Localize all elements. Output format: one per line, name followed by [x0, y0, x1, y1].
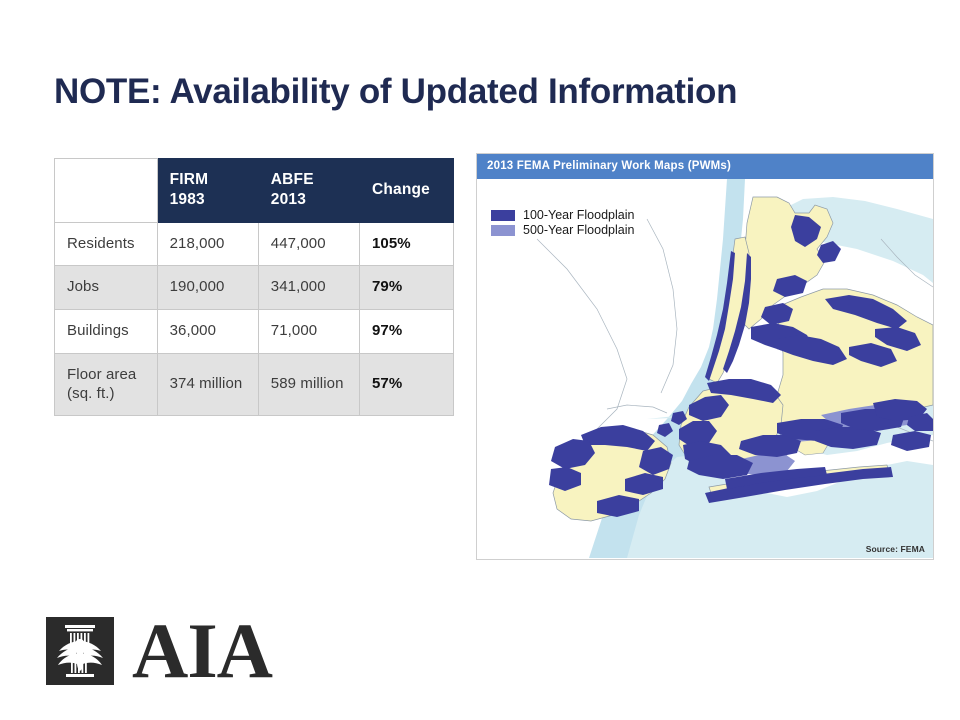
table-header-change: Change: [358, 158, 455, 223]
table-header-firm-line1: FIRM: [169, 171, 209, 188]
map-title-bar: 2013 FEMA Preliminary Work Maps (PWMs): [477, 154, 933, 179]
cell-jobs-abfe: 341,000: [257, 265, 360, 311]
row-label-floor-area: Floor area (sq. ft.): [54, 352, 158, 417]
legend-swatch-100-year-icon: [491, 209, 515, 221]
row-label-text: Buildings: [67, 322, 129, 340]
map-source-attribution: Source: FEMA: [865, 544, 925, 554]
cell-jobs-change: 79%: [358, 265, 455, 311]
aia-wordmark: AIA: [132, 607, 273, 694]
map-graphic: [477, 179, 933, 558]
table-row: Buildings 36,000 71,000 97%: [54, 309, 455, 354]
table-header-row: FIRM 1983 ABFE 2013 Change: [54, 158, 455, 223]
table-header-abfe-line1: ABFE: [270, 171, 314, 188]
page-title: NOTE: Availability of Updated Informatio…: [54, 72, 738, 111]
cell-residents-abfe: 447,000: [257, 221, 360, 267]
legend-label-100-year: 100-Year Floodplain: [523, 208, 635, 222]
floodplain-comparison-table: FIRM 1983 ABFE 2013 Change Residents 218…: [54, 158, 455, 417]
cell-residents-change: 105%: [358, 221, 455, 267]
inland-boundary-line: [536, 238, 628, 430]
floodplain-100-year-layer: [549, 215, 933, 517]
table-header-abfe: ABFE 2013: [257, 158, 360, 223]
inland-boundary-line: [880, 238, 933, 288]
table-header-abfe-line2: 2013: [270, 190, 307, 208]
cell-buildings-firm: 36,000: [156, 309, 259, 354]
row-label-residents: Residents: [54, 221, 158, 267]
cell-floor-area-change: 57%: [358, 352, 455, 417]
map-legend: 100-Year Floodplain 500-Year Floodplain: [491, 208, 634, 238]
table-row: Floor area (sq. ft.) 374 million 589 mil…: [54, 352, 455, 417]
cell-buildings-abfe: 71,000: [257, 309, 360, 354]
row-label-text: Floor area: [67, 365, 137, 383]
row-label-text: Jobs: [67, 278, 100, 296]
table-header-firm: FIRM 1983: [156, 158, 259, 223]
legend-label-500-year: 500-Year Floodplain: [523, 223, 635, 237]
inland-boundary-line: [606, 404, 668, 414]
table-header-corner: [54, 158, 158, 223]
legend-item-500-year: 500-Year Floodplain: [491, 223, 634, 237]
row-label-text: Residents: [67, 234, 135, 252]
aia-logo: AIA: [46, 607, 273, 694]
inland-boundary-line: [646, 218, 678, 394]
cell-buildings-change: 97%: [358, 309, 455, 354]
atlantic-ocean-water: [627, 455, 933, 558]
legend-item-100-year: 100-Year Floodplain: [491, 208, 634, 222]
table-row: Residents 218,000 447,000 105%: [54, 221, 455, 267]
cell-jobs-firm: 190,000: [156, 265, 259, 311]
row-label-subtext: (sq. ft.): [67, 384, 115, 402]
table-row: Jobs 190,000 341,000 79%: [54, 265, 455, 311]
table-header-firm-line2: 1983: [169, 190, 205, 208]
fema-floodplain-map-panel: 2013 FEMA Preliminary Work Maps (PWMs): [476, 153, 934, 560]
cell-floor-area-abfe: 589 million: [257, 352, 360, 417]
cell-floor-area-firm: 374 million: [156, 352, 259, 417]
legend-swatch-500-year-icon: [491, 224, 515, 236]
cell-residents-firm: 218,000: [156, 221, 259, 267]
row-label-jobs: Jobs: [54, 265, 158, 311]
aia-eagle-column-emblem-icon: [46, 617, 114, 685]
row-label-buildings: Buildings: [54, 309, 158, 354]
table-header-change-line1: Change: [371, 180, 430, 198]
